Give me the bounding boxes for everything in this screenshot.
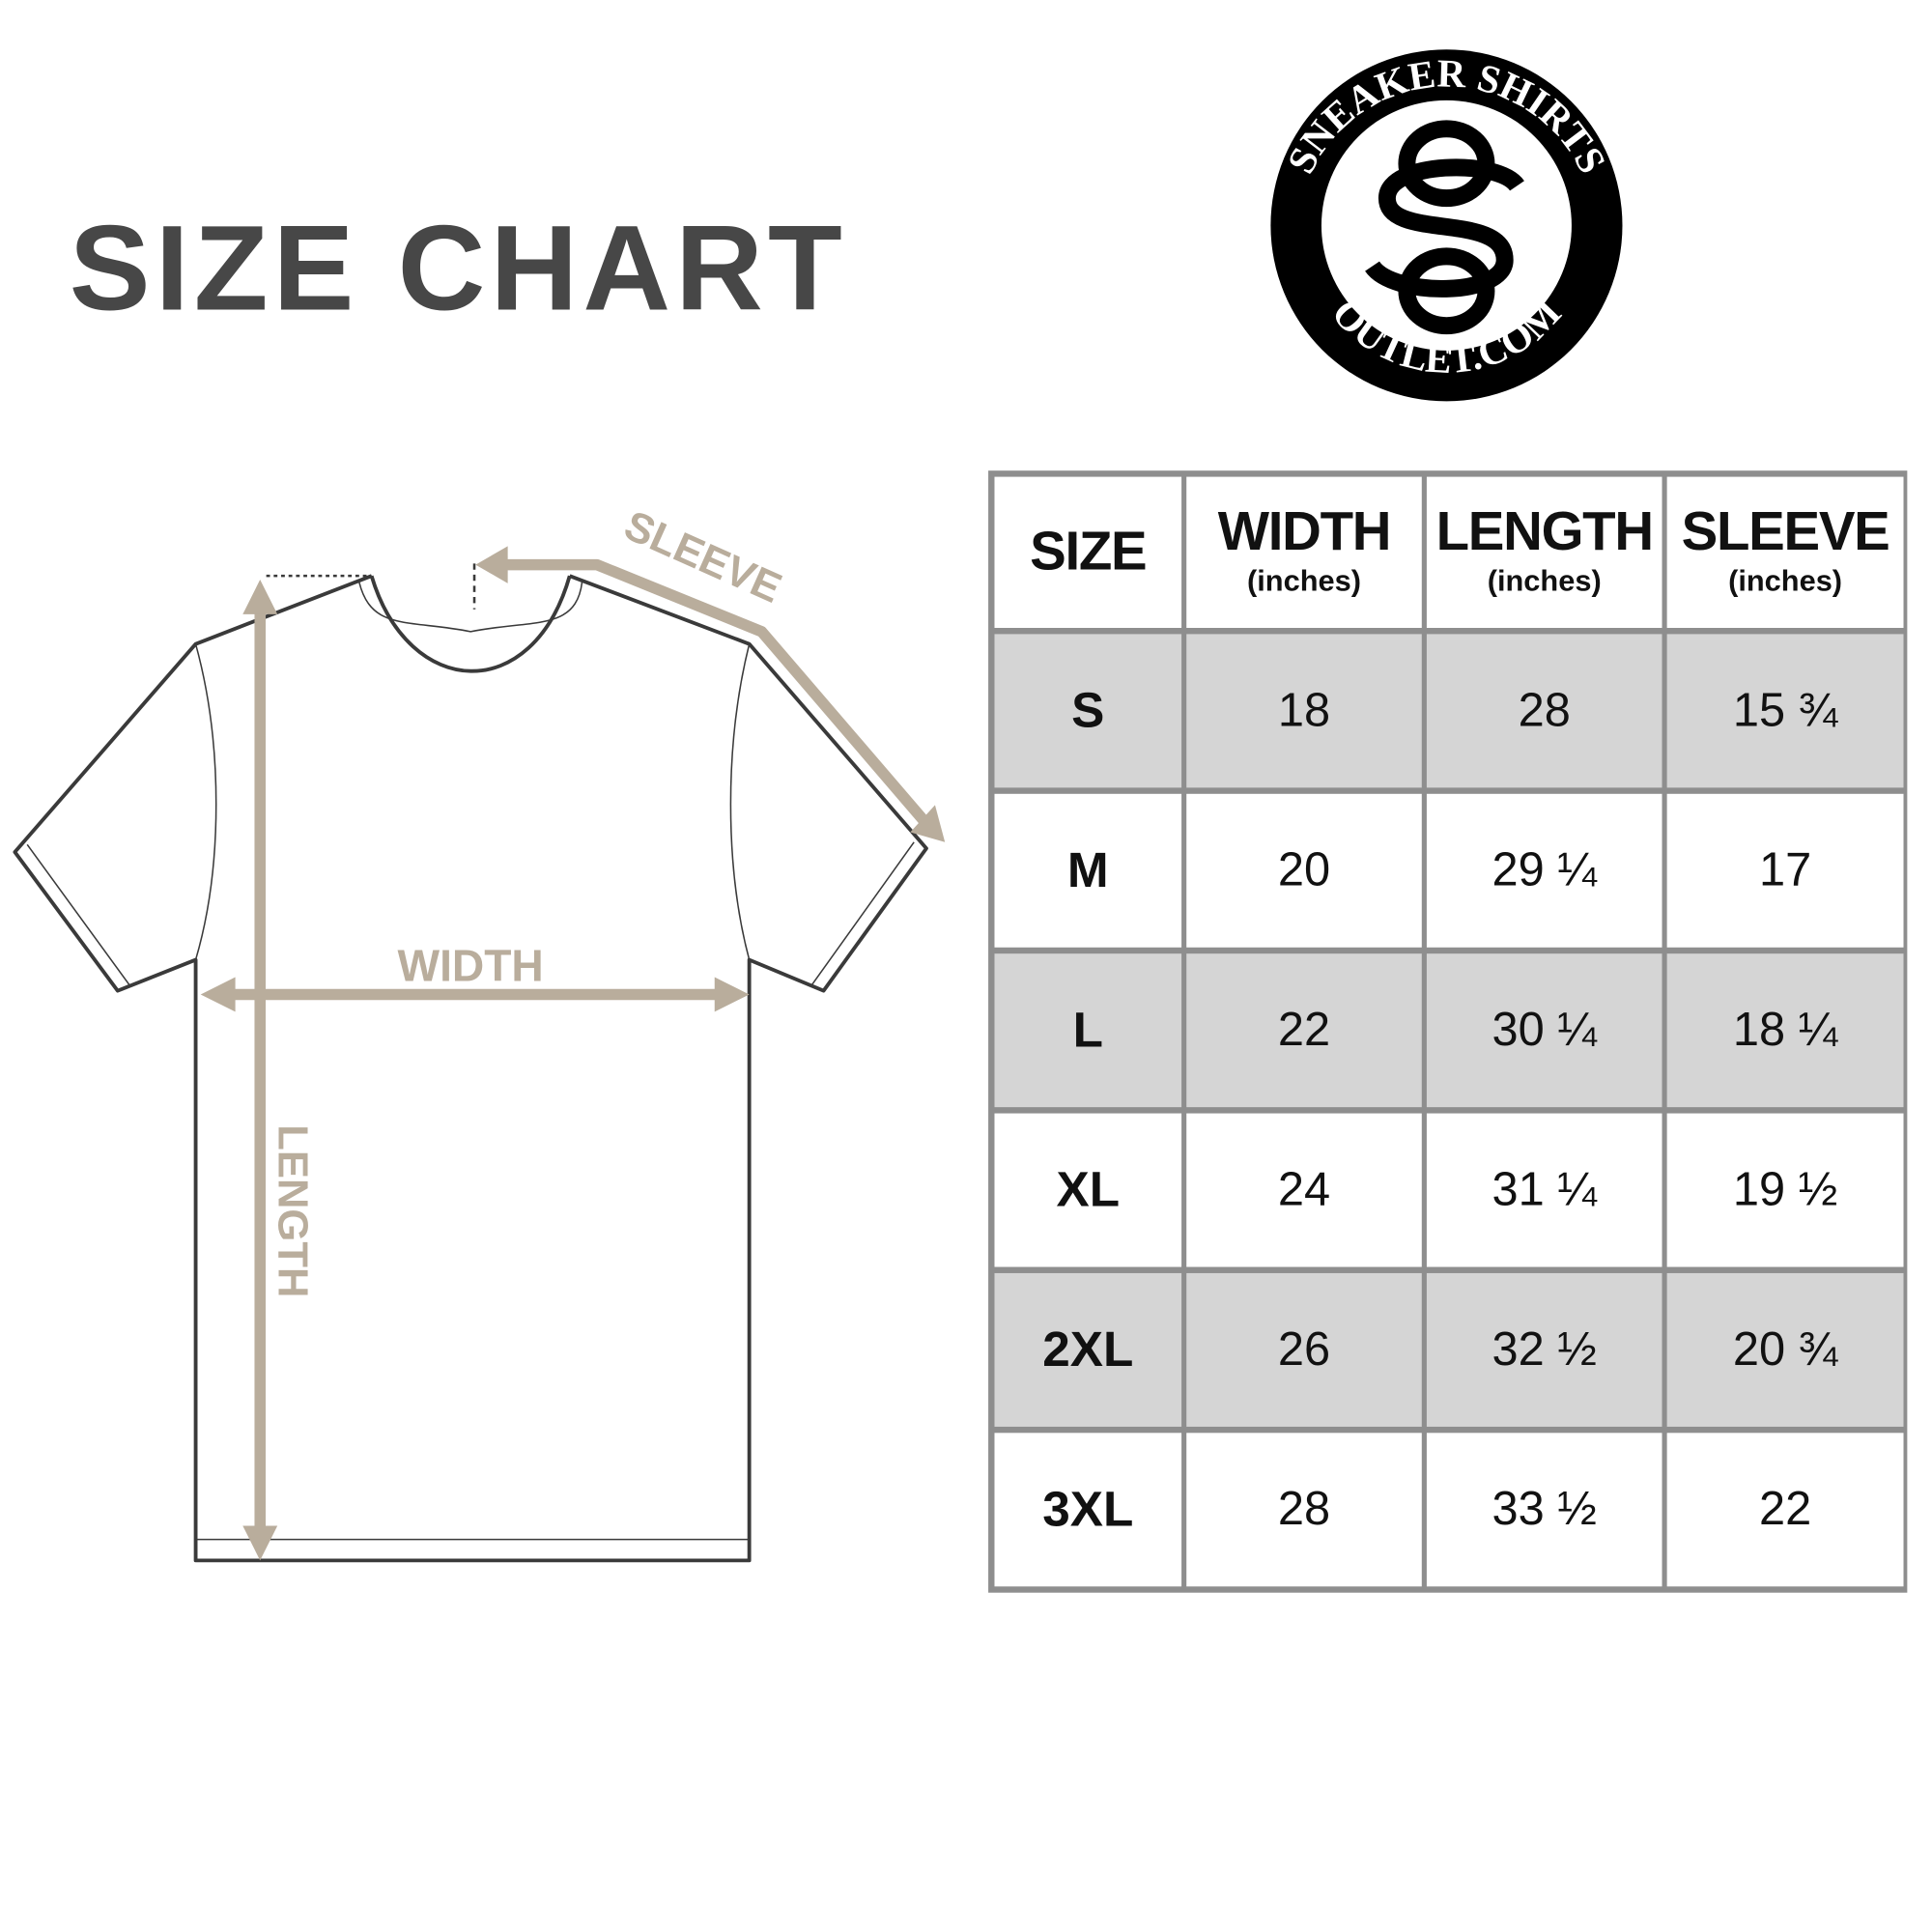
- width-cell: 22: [1186, 953, 1422, 1108]
- cell-value: 15 ¾: [1732, 684, 1838, 737]
- cell-value: 20: [1277, 843, 1331, 896]
- cell-value: 26: [1277, 1322, 1331, 1376]
- length-cell: 33 ½: [1426, 1433, 1662, 1587]
- sleeve-cell: 22: [1666, 1433, 1904, 1587]
- sleeve-arrow: [475, 546, 946, 842]
- header-sleeve: SLEEVE (inches): [1666, 476, 1904, 628]
- sleeve-cell: 15 ¾: [1666, 634, 1904, 788]
- cell-value: S: [1071, 683, 1105, 738]
- cell-value: 18: [1277, 684, 1331, 737]
- length-cell: 28: [1426, 634, 1662, 788]
- size-cell: 3XL: [994, 1433, 1182, 1587]
- size-cell: S: [994, 634, 1182, 788]
- width-cell: 24: [1186, 1113, 1422, 1267]
- length-cell: 32 ½: [1426, 1272, 1662, 1427]
- sleeve-cell: 18 ¼: [1666, 953, 1904, 1108]
- tshirt-outline: [13, 563, 928, 1563]
- size-cell: XL: [994, 1113, 1182, 1267]
- width-cell: 28: [1186, 1433, 1422, 1587]
- cell-value: M: [1066, 842, 1109, 897]
- length-arrow: [242, 579, 278, 1561]
- cell-value: 19 ½: [1732, 1163, 1838, 1216]
- header-label: SIZE: [1030, 521, 1148, 582]
- cell-value: 33 ½: [1492, 1483, 1597, 1536]
- sleeve-label: SLEEVE: [617, 502, 788, 612]
- width-cell: 18: [1186, 634, 1422, 788]
- length-cell: 30 ¼: [1426, 953, 1662, 1108]
- cell-value: 17: [1758, 843, 1812, 896]
- cell-value: 3XL: [1042, 1481, 1134, 1537]
- cell-value: 29 ¼: [1492, 843, 1597, 896]
- cell-value: L: [1072, 1002, 1103, 1058]
- sleeve-cell: 19 ½: [1666, 1113, 1904, 1267]
- size-cell: M: [994, 793, 1182, 948]
- header-label: SLEEVE: [1681, 501, 1890, 563]
- cell-value: 32 ½: [1492, 1322, 1597, 1376]
- cell-value: XL: [1056, 1162, 1121, 1217]
- header-length: LENGTH (inches): [1426, 476, 1662, 628]
- width-cell: 26: [1186, 1272, 1422, 1427]
- size-cell: L: [994, 953, 1182, 1108]
- width-arrow: [200, 977, 750, 1012]
- sleeve-cell: 17: [1666, 793, 1904, 948]
- cell-value: 28: [1518, 684, 1571, 737]
- sleeve-cell: 20 ¾: [1666, 1272, 1904, 1427]
- length-cell: 31 ¼: [1426, 1113, 1662, 1267]
- header-label: LENGTH: [1435, 501, 1654, 563]
- header-unit: (inches): [1487, 564, 1602, 599]
- header-unit: (inches): [1247, 564, 1361, 599]
- size-table: SIZE WIDTH (inches) LENGTH (inches) SLEEVE…: [988, 470, 1908, 1593]
- size-cell: 2XL: [994, 1272, 1182, 1427]
- cell-value: 28: [1277, 1483, 1331, 1536]
- header-unit: (inches): [1728, 564, 1843, 599]
- header-label: WIDTH: [1217, 501, 1392, 563]
- length-cell: 29 ¼: [1426, 793, 1662, 948]
- cell-value: 22: [1277, 1004, 1331, 1056]
- width-label: WIDTH: [398, 940, 544, 990]
- length-label: LENGTH: [269, 1124, 315, 1297]
- cell-value: 24: [1277, 1163, 1331, 1216]
- cell-value: 22: [1758, 1483, 1812, 1536]
- cell-value: 20 ¾: [1732, 1322, 1838, 1376]
- cell-value: 31 ¼: [1492, 1163, 1597, 1216]
- brand-logo: SNEAKER SHIRTS OUTLET.COM: [1270, 49, 1623, 402]
- cell-value: 30 ¼: [1492, 1004, 1597, 1056]
- header-size: SIZE: [994, 476, 1182, 628]
- width-cell: 20: [1186, 793, 1422, 948]
- cell-value: 18 ¼: [1732, 1004, 1838, 1056]
- page-title: SIZE CHART: [69, 199, 847, 336]
- cell-value: 2XL: [1042, 1321, 1134, 1377]
- header-width: WIDTH (inches): [1186, 476, 1422, 628]
